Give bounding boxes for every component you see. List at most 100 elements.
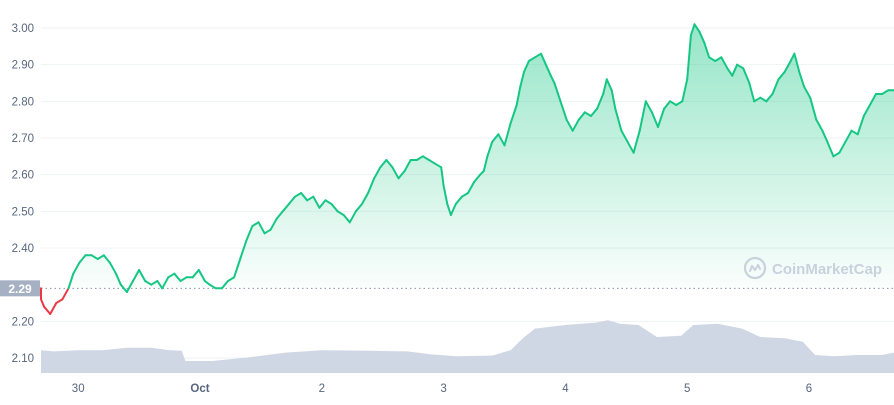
price-line-segment [96, 254, 105, 260]
price-line-segment [287, 195, 296, 205]
price-line-segment [509, 104, 518, 125]
price-line-segment [632, 129, 641, 154]
price-line-segment [132, 269, 141, 282]
watermark-brand: CoinMarketCap [772, 261, 882, 278]
price-line-segment [150, 280, 159, 286]
price-line-segment [602, 78, 608, 95]
price-line-segment [565, 118, 574, 132]
y-tick-label: 3.00 [12, 23, 34, 35]
price-line-segment [294, 192, 303, 198]
price-line-segment [540, 52, 547, 66]
price-line-segment [269, 217, 278, 231]
price-line-segment [55, 298, 64, 304]
price-line-segment [460, 192, 469, 198]
price-line-segment [809, 96, 818, 121]
price-line-segment [367, 177, 376, 194]
price-line-segment [832, 151, 841, 158]
x-tick-label: 30 [72, 383, 85, 395]
price-line-segment [771, 78, 780, 95]
price-line-segment [167, 272, 176, 279]
price-line-segment [72, 261, 81, 275]
price-line-segment [108, 261, 117, 275]
price-line-segment [342, 214, 351, 224]
price-line-segment [793, 52, 801, 73]
volume-series-area [41, 320, 894, 373]
price-line-segment [40, 298, 46, 308]
price-line-segment [881, 89, 890, 95]
price-line-segment [306, 195, 315, 202]
price-line-segment [473, 173, 482, 183]
price-line-segment [330, 203, 339, 213]
price-line-segment [336, 210, 345, 216]
baseline: 2.29 [0, 280, 894, 297]
price-line-segment [720, 56, 729, 70]
price-line-segment [675, 100, 684, 106]
price-line-segment [491, 133, 500, 143]
price-line-segment [703, 41, 711, 59]
price-line-segment [191, 269, 200, 279]
price-line-segment [144, 280, 153, 286]
price-line-segment [523, 60, 530, 73]
price-line-segment [379, 159, 388, 169]
price-line-segment [798, 71, 806, 88]
price-line-segment [844, 129, 853, 143]
price-line-segment [245, 225, 254, 242]
price-line-segment [138, 269, 147, 282]
price-line-segment [644, 100, 653, 114]
price-line-segment [156, 280, 164, 290]
price-line-segment [663, 100, 672, 110]
watermark: CoinMarketCap [743, 256, 882, 280]
price-line-segment [826, 140, 835, 158]
price-line-segment [549, 74, 556, 84]
baseline-label: 2.29 [8, 282, 32, 296]
price-line-segment [862, 104, 871, 117]
price-line-segment [275, 210, 284, 220]
y-tick-label: 2.60 [12, 170, 34, 182]
price-line-segment [385, 159, 394, 169]
price-line-segment [61, 287, 70, 301]
price-line-segment [251, 221, 260, 227]
price-line-segment [681, 78, 689, 103]
x-tick-label: 5 [684, 383, 690, 395]
price-line-segment [583, 111, 592, 117]
price-line-segment [669, 100, 678, 106]
price-line-segment [503, 122, 512, 147]
price-line-segment [318, 199, 327, 209]
x-tick-label: 6 [806, 383, 812, 395]
price-line-segment [446, 203, 452, 216]
price-line-segment [544, 63, 552, 77]
price-line-segment [125, 280, 134, 293]
y-tick-label: 2.80 [12, 96, 34, 108]
price-line-segment [208, 283, 217, 290]
coinmarketcap-logo-icon [743, 256, 767, 280]
price-line-segment [736, 63, 745, 70]
price-line-segment [454, 195, 463, 205]
price-line-segment [657, 107, 666, 128]
price-line-segment [373, 166, 382, 180]
price-line-segment [482, 155, 489, 172]
price-line-segment [868, 93, 877, 106]
price-line-segment [442, 184, 449, 205]
x-axis: 30 Oct 2 3 4 5 6 [72, 383, 812, 395]
price-line-segment [434, 162, 443, 169]
price-line-segment [838, 140, 847, 154]
price-line-segment [440, 166, 445, 187]
price-line-segment [90, 254, 99, 260]
price-line-segment [590, 107, 599, 117]
price-line-segment [638, 100, 647, 132]
price-line-segment [726, 67, 734, 77]
price-line-segment [650, 111, 659, 128]
price-line-segment [821, 129, 829, 143]
y-axis: 3.00 2.90 2.80 2.70 2.60 2.50 2.40 2.20 2.10 [12, 23, 34, 365]
price-line-segment [596, 93, 605, 110]
price-line-segment [731, 63, 739, 77]
price-line-segment [203, 280, 211, 286]
price-line-segment [527, 56, 536, 62]
price-line-segment [698, 30, 706, 44]
price-line-segment [571, 118, 580, 132]
price-line-segment [753, 96, 762, 103]
price-area-fill [41, 24, 894, 289]
price-line-segment [748, 82, 756, 103]
